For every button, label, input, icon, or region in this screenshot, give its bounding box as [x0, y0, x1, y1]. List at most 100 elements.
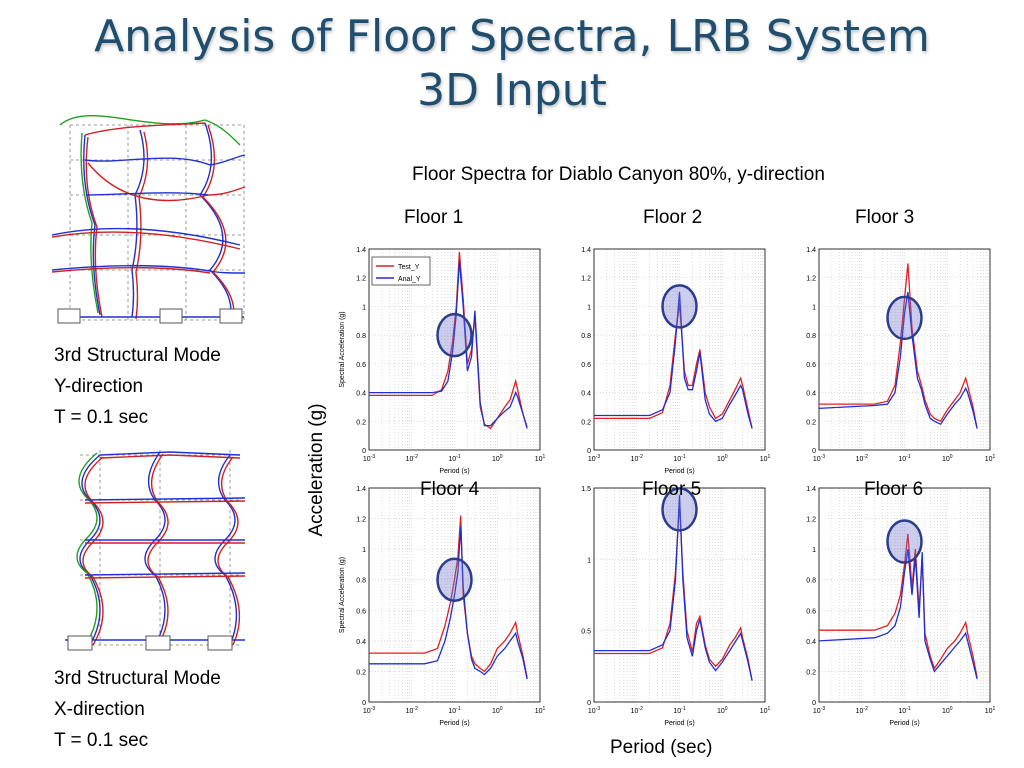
legend-label: Anal_Y — [398, 276, 421, 283]
y-tick-label: 1 — [812, 304, 816, 311]
y-tick-label: 1 — [587, 557, 591, 564]
axes-frame — [818, 248, 991, 451]
x-tick-label: 10-2 — [856, 454, 868, 463]
y-tick-label: 1.2 — [806, 276, 816, 283]
y-tick-label: 1.5 — [581, 486, 591, 493]
y-tick-label: 0.6 — [356, 608, 366, 615]
x-tick-label: 101 — [985, 454, 996, 463]
y-tick-label: 0 — [587, 448, 591, 455]
shared-x-axis-label: Period (sec) — [610, 737, 713, 758]
y-tick-label: 0 — [587, 700, 591, 707]
y-tick-label: 0.2 — [356, 669, 366, 676]
y-tick-label: 1.2 — [806, 517, 816, 524]
x-tick-label: 101 — [535, 454, 546, 463]
mode-period-highlight — [886, 519, 923, 564]
y-tick-label: 1.2 — [581, 276, 591, 283]
y-tick-label: 0.5 — [581, 629, 591, 636]
y-tick-label: 0.6 — [581, 362, 591, 369]
series-line-test-y — [594, 502, 753, 681]
plot-area — [819, 488, 990, 702]
mode-period-highlight — [436, 557, 473, 602]
y-tick-label: 1 — [587, 304, 591, 311]
x-tick-label: 100 — [942, 454, 953, 463]
y-tick-label: 1.4 — [356, 247, 366, 254]
y-tick-label: 1.2 — [356, 276, 366, 283]
slide-title-line2: 3D Input — [417, 65, 607, 116]
y-tick-label: 0.2 — [806, 669, 816, 676]
x-axis-label: Period (s) — [439, 468, 469, 475]
axes-frame — [818, 487, 991, 703]
mode-caption-y-line2: Y-direction — [54, 376, 144, 397]
y-tick-label: 0.2 — [581, 419, 591, 426]
x-tick-label: 10-2 — [406, 706, 418, 715]
mode-period-highlight — [661, 487, 698, 532]
axes-frame — [368, 248, 541, 451]
x-tick-label: 10-3 — [813, 454, 825, 463]
x-axis-label: Period (s) — [664, 468, 694, 475]
mode-caption-x-line2: X-direction — [54, 699, 145, 720]
y-tick-label: 0.4 — [356, 391, 366, 398]
x-tick-label: 100 — [942, 706, 953, 715]
mode-shape-x-diagram — [65, 450, 246, 651]
floor-2-title: Floor 2 — [643, 207, 703, 228]
series-line-anal-y — [369, 526, 528, 680]
series-line-anal-y — [594, 495, 753, 681]
x-tick-label: 10-1 — [898, 706, 910, 715]
x-tick-label: 101 — [760, 454, 771, 463]
x-tick-label: 10-2 — [631, 706, 643, 715]
figure-caption: Floor Spectra for Diablo Canyon 80%, y-d… — [412, 164, 825, 185]
y-tick-label: 1.4 — [356, 486, 366, 493]
mode-period-highlight — [886, 295, 923, 341]
y-tick-label: 0.6 — [806, 608, 816, 615]
x-tick-label: 10-3 — [363, 454, 375, 463]
y-tick-label: 0.8 — [806, 578, 816, 585]
y-tick-label: 0.6 — [356, 362, 366, 369]
x-tick-label: 100 — [492, 454, 503, 463]
y-tick-label: 1.4 — [806, 486, 816, 493]
y-tick-label: 0.6 — [806, 362, 816, 369]
x-axis-label: Period (s) — [664, 720, 694, 727]
series-line-anal-y — [818, 549, 978, 680]
x-tick-label: 10-3 — [813, 706, 825, 715]
floor-3-title: Floor 3 — [855, 207, 915, 228]
x-axis-label: Period (s) — [439, 720, 469, 727]
y-tick-label: 0.8 — [356, 333, 366, 340]
undeformed-grid-x — [80, 450, 240, 646]
y-tick-label: 0 — [362, 448, 366, 455]
x-tick-label: 10-1 — [673, 706, 685, 715]
shared-y-axis-label: Acceleration (g) — [306, 403, 327, 537]
y-tick-label: 1 — [362, 304, 366, 311]
y-tick-label: 0.8 — [581, 333, 591, 340]
slide-title-line1: Analysis of Floor Spectra, LRB System — [94, 11, 930, 62]
y-tick-label: 1.4 — [806, 247, 816, 254]
axes-frame — [593, 248, 766, 451]
y-tick-label: 0.4 — [356, 639, 366, 646]
series-line-anal-y — [369, 260, 528, 429]
x-tick-label: 10-3 — [363, 706, 375, 715]
y-tick-label: 0 — [812, 700, 816, 707]
mode-caption-x-line3: T = 0.1 sec — [54, 730, 149, 751]
floor-1-title: Floor 1 — [404, 207, 464, 228]
plot-area — [594, 488, 765, 702]
spectrum-chart-floor-1: 0 0.2 0.4 0.6 0.8 1 1.2 1.4 10-3 10-2 10-1 100 101 Pe… — [339, 247, 546, 475]
floor-5-title: Floor 5 — [642, 479, 702, 500]
series-line-anal-y — [594, 292, 753, 429]
mode-shape-y-diagram — [51, 115, 246, 324]
x-tick-label: 101 — [535, 706, 546, 715]
mode-caption-x: 3rd Structural Mode X-direction T = 0.1 … — [54, 663, 221, 756]
spectrum-chart-floor-2: 0 0.2 0.4 0.6 0.8 1 1.2 1.4 10-3 10-2 10-1 100 101 Pe… — [581, 247, 771, 475]
spectrum-chart-floor-5: 0 0.5 1 1.5 10-3 10-2 10-1 100 101 Period (s) — [581, 486, 770, 727]
y-tick-label: 0.8 — [356, 578, 366, 585]
mode-period-highlight — [661, 284, 698, 329]
spectrum-chart-floor-6: 0 0.2 0.4 0.6 0.8 1 1.2 1.4 10-3 10-2 10-1 100 101 Pe… — [806, 486, 995, 727]
x-tick-label: 10-1 — [673, 454, 685, 463]
series-line-test-y — [594, 303, 753, 429]
x-tick-label: 100 — [717, 454, 728, 463]
axes-frame — [368, 487, 541, 703]
x-tick-label: 10-2 — [406, 454, 418, 463]
series-line-anal-y — [818, 291, 978, 429]
y-tick-label: 0.8 — [806, 333, 816, 340]
mode-caption-y-line3: T = 0.1 sec — [54, 407, 149, 428]
x-tick-label: 10-2 — [631, 454, 643, 463]
chart-legend: Test_Y Anal_Y — [371, 256, 431, 286]
